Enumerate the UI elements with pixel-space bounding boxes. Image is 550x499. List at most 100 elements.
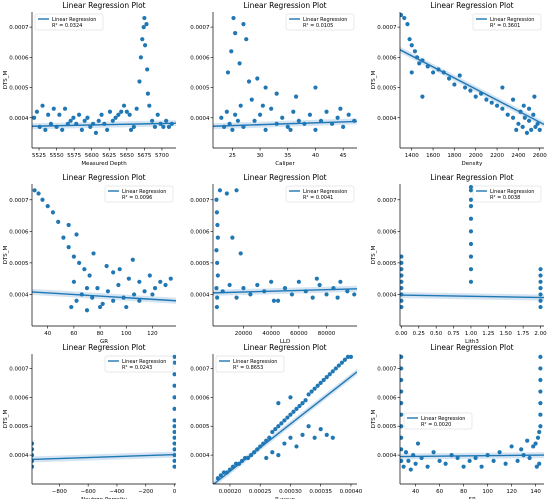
- data-point: [294, 406, 299, 411]
- x-tick-label: 0.75: [447, 331, 460, 337]
- data-point: [248, 292, 253, 297]
- x-tick-label: 1.50: [500, 331, 513, 337]
- data-point: [127, 112, 132, 117]
- x-tick-label: 5650: [120, 153, 134, 159]
- x-tick-label: 0.00030: [279, 489, 302, 495]
- data-point: [330, 435, 335, 440]
- data-point: [420, 94, 425, 99]
- x-tick-label: −400: [109, 489, 125, 495]
- legend-label: Linear Regression: [122, 189, 166, 195]
- data-point: [270, 429, 275, 435]
- x-tick-label: 5600: [85, 153, 99, 159]
- chart-title: Linear Regression Plot: [430, 1, 513, 10]
- data-point: [95, 286, 100, 291]
- x-axis-label: LLD: [280, 339, 290, 345]
- data-point: [215, 260, 220, 265]
- data-point: [217, 188, 223, 193]
- x-tick-label: 1.75: [517, 331, 530, 337]
- x-tick-label: 35: [284, 153, 291, 159]
- data-point: [538, 377, 543, 383]
- data-point: [400, 279, 404, 284]
- subplot-4: Linear Regression Plot 40 60 80 100 120 0.0004…: [3, 173, 176, 345]
- data-point: [119, 109, 124, 114]
- data-point: [313, 127, 318, 132]
- data-point: [341, 124, 346, 129]
- y-tick-label: 0.0004: [190, 292, 210, 298]
- x-tick-label: 5625: [102, 153, 116, 159]
- data-point: [538, 292, 543, 297]
- x-tick-label: 100: [482, 489, 493, 495]
- data-point: [537, 461, 542, 466]
- data-point: [224, 109, 229, 114]
- data-point: [497, 450, 502, 455]
- data-point: [276, 453, 281, 458]
- data-point: [296, 118, 301, 123]
- data-point: [408, 467, 413, 472]
- x-axis-label: GR: [100, 339, 108, 345]
- y-tick-label: 0.0007: [377, 25, 397, 31]
- x-tick-label: 30: [257, 153, 264, 159]
- data-point: [264, 455, 269, 461]
- data-point: [342, 357, 347, 362]
- y-tick-label: 0.0007: [9, 366, 29, 372]
- data-point: [285, 124, 290, 129]
- data-point: [509, 444, 514, 449]
- y-axis-label: DTS_M: [371, 70, 377, 89]
- y-axis-label: DTS_M: [3, 245, 9, 264]
- data-point: [144, 21, 149, 27]
- legend-label: Linear Regression: [233, 359, 277, 365]
- data-point: [537, 127, 542, 132]
- data-point: [172, 447, 176, 452]
- data-point: [113, 115, 118, 120]
- data-point: [257, 112, 263, 117]
- data-point: [255, 76, 260, 81]
- x-axis-label: SP: [469, 497, 476, 499]
- data-point: [237, 61, 242, 66]
- data-point: [145, 91, 151, 96]
- y-tick-label: 0.0005: [9, 424, 29, 430]
- data-point: [335, 115, 340, 120]
- data-point: [244, 37, 249, 42]
- data-point: [468, 216, 474, 221]
- data-point: [124, 304, 129, 310]
- data-point: [147, 273, 152, 278]
- confidence-band: [213, 368, 357, 484]
- data-point: [455, 455, 460, 461]
- data-point: [221, 470, 226, 475]
- legend-box: [403, 412, 473, 430]
- data-point: [241, 286, 246, 291]
- data-point: [335, 295, 340, 300]
- data-point: [233, 112, 238, 117]
- data-point: [403, 450, 409, 455]
- data-point: [219, 115, 224, 120]
- data-point: [489, 100, 494, 105]
- data-point: [164, 118, 169, 123]
- data-point: [401, 464, 406, 469]
- data-point: [121, 103, 127, 108]
- x-axis-label: P-wave: [275, 497, 295, 499]
- x-tick-label: −200: [138, 489, 154, 495]
- data-point: [276, 424, 281, 429]
- y-tick-label: 0.0007: [9, 25, 29, 31]
- data-point: [51, 106, 56, 111]
- data-point: [405, 21, 410, 27]
- data-point: [230, 127, 235, 132]
- data-point: [32, 464, 35, 469]
- data-point: [400, 435, 404, 440]
- data-point: [100, 301, 105, 307]
- data-point: [468, 203, 474, 209]
- data-point: [535, 435, 541, 440]
- y-tick-label: 0.0004: [377, 453, 397, 459]
- data-point: [457, 73, 462, 78]
- data-point: [348, 354, 354, 359]
- legend-label: Linear Regression: [421, 416, 465, 422]
- data-point: [532, 94, 537, 99]
- legend-r2: R² = 0.0105: [303, 23, 333, 29]
- data-point: [214, 197, 219, 202]
- data-point: [538, 298, 543, 303]
- data-point: [400, 267, 404, 272]
- chart-title: Linear Regression Plot: [243, 343, 326, 352]
- data-point: [168, 276, 173, 281]
- data-point: [142, 15, 147, 21]
